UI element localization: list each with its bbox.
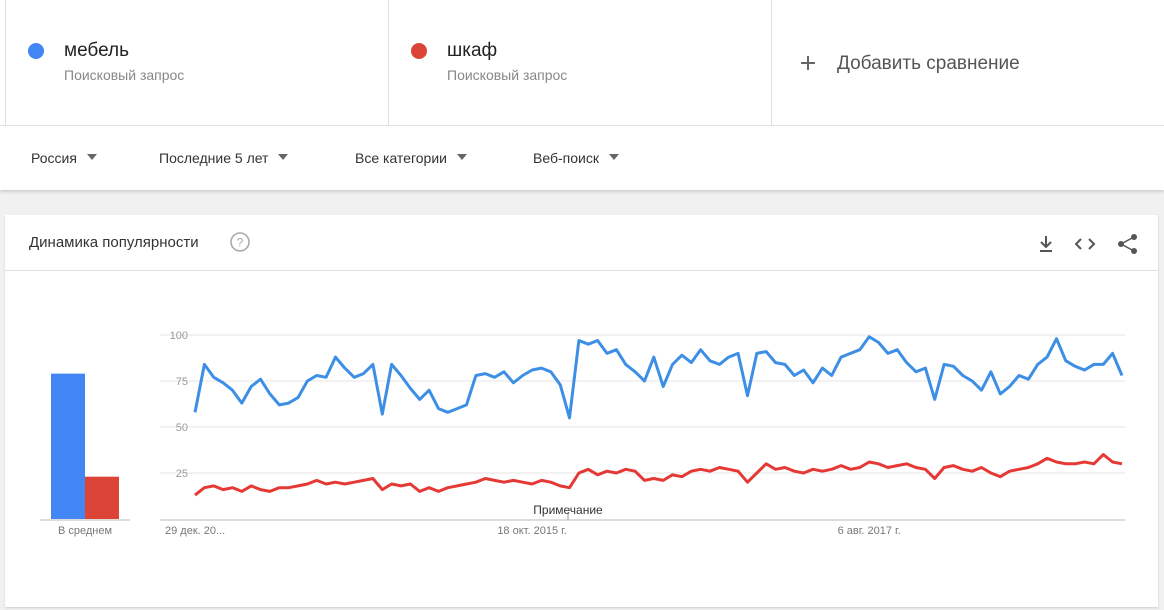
x-tick-label: 29 дек. 20... xyxy=(165,525,225,537)
y-tick-label: 25 xyxy=(176,468,188,480)
divider xyxy=(5,270,1158,271)
filter-bar: Россия Последние 5 лет Все категории Веб… xyxy=(0,125,1164,190)
term-type: Поисковый запрос xyxy=(64,67,185,83)
y-tick-label: 50 xyxy=(176,422,188,434)
series-line xyxy=(193,335,1124,420)
term-name: шкаф xyxy=(447,40,498,61)
download-icon[interactable] xyxy=(1040,236,1052,252)
trend-card: Динамика популярности ? xyxy=(5,215,1158,607)
filter[interactable]: Все категории xyxy=(355,150,467,166)
card-actions xyxy=(1040,234,1137,254)
series-line xyxy=(194,453,1123,497)
svg-text:?: ? xyxy=(237,236,244,250)
term-card[interactable]: мебель Поисковый запрос xyxy=(5,0,389,125)
filter[interactable]: Последние 5 лет xyxy=(159,150,288,166)
card-title: Динамика популярности xyxy=(29,234,199,251)
share-icon[interactable] xyxy=(1118,234,1137,254)
annotation: Примечание xyxy=(533,503,603,517)
x-tick-label: 18 окт. 2015 г. xyxy=(497,525,567,537)
add-comparison[interactable]: Добавить сравнение xyxy=(771,0,1164,125)
term-color-dot xyxy=(411,43,427,59)
term-color-dot xyxy=(28,43,44,59)
y-tick-label: 75 xyxy=(176,376,188,388)
embed-icon[interactable] xyxy=(1074,238,1096,250)
average-bar xyxy=(51,373,85,519)
average-label: В среднем xyxy=(58,525,112,537)
term-type: Поисковый запрос xyxy=(447,67,568,83)
average-bar xyxy=(85,476,119,519)
y-tick-label: 100 xyxy=(170,330,188,342)
filter[interactable]: Россия xyxy=(31,150,97,166)
term-card[interactable]: шкаф Поисковый запрос xyxy=(388,0,772,125)
plus-icon xyxy=(801,56,815,70)
add-comparison-label: Добавить сравнение xyxy=(837,53,1020,74)
help-icon[interactable]: ? xyxy=(229,231,251,253)
x-tick-label: 6 авг. 2017 г. xyxy=(838,525,901,537)
term-name: мебель xyxy=(64,40,130,61)
comparison-bar: мебель Поисковый запрос шкаф Поисковый з… xyxy=(0,0,1164,125)
filter[interactable]: Веб-поиск xyxy=(533,150,619,166)
